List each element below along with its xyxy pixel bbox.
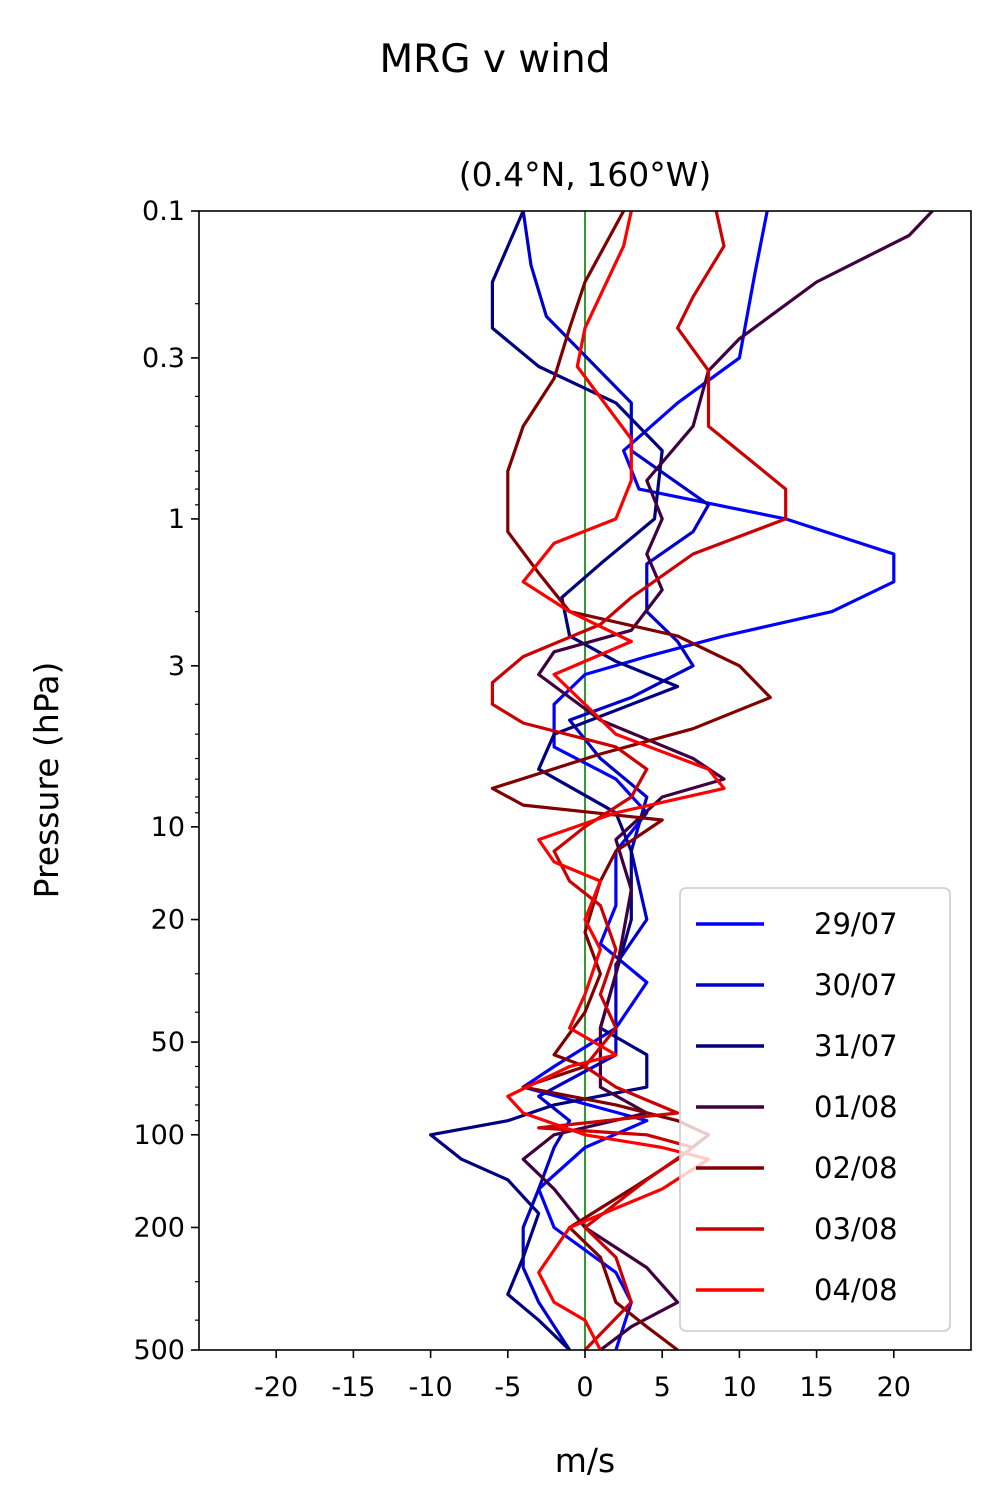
plot-area <box>429 211 934 1350</box>
chart-subtitle: (0.4°N, 160°W) <box>459 155 712 194</box>
series-line-3 <box>521 211 934 1350</box>
series-line-0 <box>521 211 896 1350</box>
legend-label-3: 01/08 <box>814 1090 898 1124</box>
y-tick-label: 500 <box>133 1335 185 1366</box>
legend: 29/07 30/07 31/07 01/08 02/08 03/08 04/08 <box>679 887 951 1332</box>
legend-label-6: 04/08 <box>814 1273 898 1307</box>
y-tick-label: 0.1 <box>142 196 185 227</box>
x-tick-label: 15 <box>799 1372 833 1403</box>
legend-label-4: 02/08 <box>814 1151 898 1185</box>
x-tick-label: 5 <box>654 1372 671 1403</box>
legend-label-5: 03/08 <box>814 1212 898 1246</box>
x-tick-label: 0 <box>576 1372 593 1403</box>
legend-label-0: 29/07 <box>814 907 898 941</box>
chart-title: MRG v wind <box>379 37 610 82</box>
y-tick-label: 100 <box>133 1120 185 1151</box>
x-axis-label: m/s <box>555 1441 615 1480</box>
x-tick-label: -15 <box>331 1372 375 1403</box>
y-axis-label: Pressure (hPa) <box>27 662 66 899</box>
legend-label-1: 30/07 <box>814 968 898 1002</box>
y-tick-label: 20 <box>151 905 185 936</box>
y-tick-label: 200 <box>133 1212 185 1243</box>
x-tick-label: -20 <box>254 1372 298 1403</box>
legend-box <box>679 887 951 1332</box>
y-tick-label: 1 <box>168 504 185 535</box>
series-line-1 <box>521 211 711 1350</box>
x-tick-label: 20 <box>877 1372 911 1403</box>
axes: -20 -15 -10 -5 0 5 10 15 20 0.1 0.3 1 3 10 20 50 100 200 5… <box>133 196 972 1403</box>
y-tick-label: 3 <box>168 651 185 682</box>
y-tick-label: 10 <box>151 812 185 843</box>
series-line-2 <box>429 211 680 1350</box>
legend-label-2: 31/07 <box>814 1029 898 1063</box>
x-tick-label: -10 <box>409 1372 453 1403</box>
x-tick-label: 10 <box>722 1372 756 1403</box>
series-line-5 <box>490 211 788 1350</box>
x-tick-label: -5 <box>494 1372 521 1403</box>
y-tick-label: 0.3 <box>142 343 185 374</box>
y-tick-label: 50 <box>151 1027 185 1058</box>
